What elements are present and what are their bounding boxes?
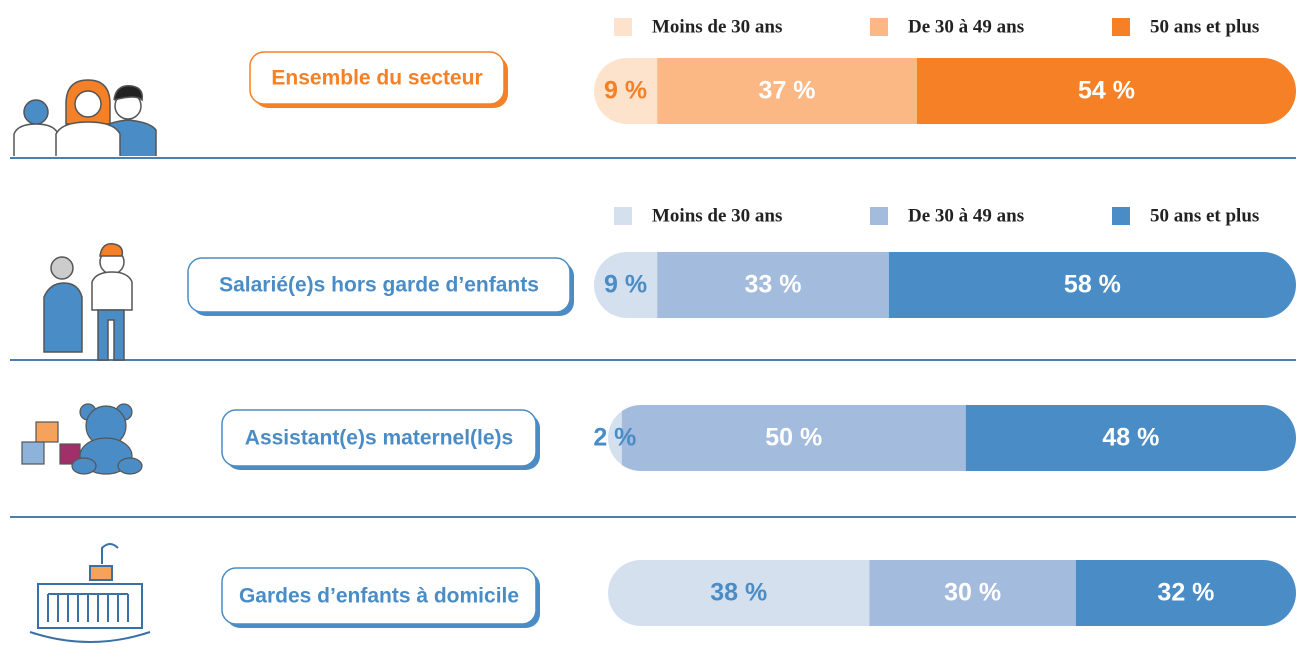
value-label: 48 % xyxy=(1102,424,1159,452)
legend-label: 50 ans et plus xyxy=(1150,16,1259,37)
icon-teddy xyxy=(22,404,142,474)
legend-label: 50 ans et plus xyxy=(1150,205,1259,226)
category-label: Gardes d’enfants à domicile xyxy=(239,585,519,608)
category-label: Assistant(e)s maternel(le)s xyxy=(245,427,513,450)
value-label: 9 % xyxy=(604,271,647,299)
icon-elderly xyxy=(44,244,132,360)
legend-label: De 30 à 49 ans xyxy=(908,205,1024,226)
value-label: 37 % xyxy=(759,77,816,105)
value-label: 54 % xyxy=(1078,77,1135,105)
legend-swatch xyxy=(870,207,888,225)
icon-crib xyxy=(30,544,150,642)
value-label: 33 % xyxy=(745,271,802,299)
legend-swatch xyxy=(1112,207,1130,225)
legend-swatch xyxy=(614,18,632,36)
category-label: Salarié(e)s hors garde d’enfants xyxy=(219,274,539,297)
value-label: 9 % xyxy=(604,77,647,105)
category-label: Ensemble du secteur xyxy=(271,67,482,90)
value-label: 38 % xyxy=(710,579,767,607)
bar-group xyxy=(608,405,1296,471)
legend-label: Moins de 30 ans xyxy=(652,205,782,226)
icon-people xyxy=(14,80,156,156)
chart: Ensemble du secteur 9 % Moins de 30 ans 37 … xyxy=(0,0,1298,669)
value-label: 58 % xyxy=(1064,271,1121,299)
legend-label: De 30 à 49 ans xyxy=(908,16,1024,37)
legend-swatch xyxy=(870,18,888,36)
legend-swatch xyxy=(614,207,632,225)
legend-label: Moins de 30 ans xyxy=(652,16,782,37)
legend-swatch xyxy=(1112,18,1130,36)
bar-group xyxy=(594,58,1296,124)
value-label: 32 % xyxy=(1157,579,1214,607)
bar-group xyxy=(594,252,1296,318)
value-label: 50 % xyxy=(765,424,822,452)
value-label: 30 % xyxy=(944,579,1001,607)
value-label: 2 % xyxy=(593,424,636,452)
